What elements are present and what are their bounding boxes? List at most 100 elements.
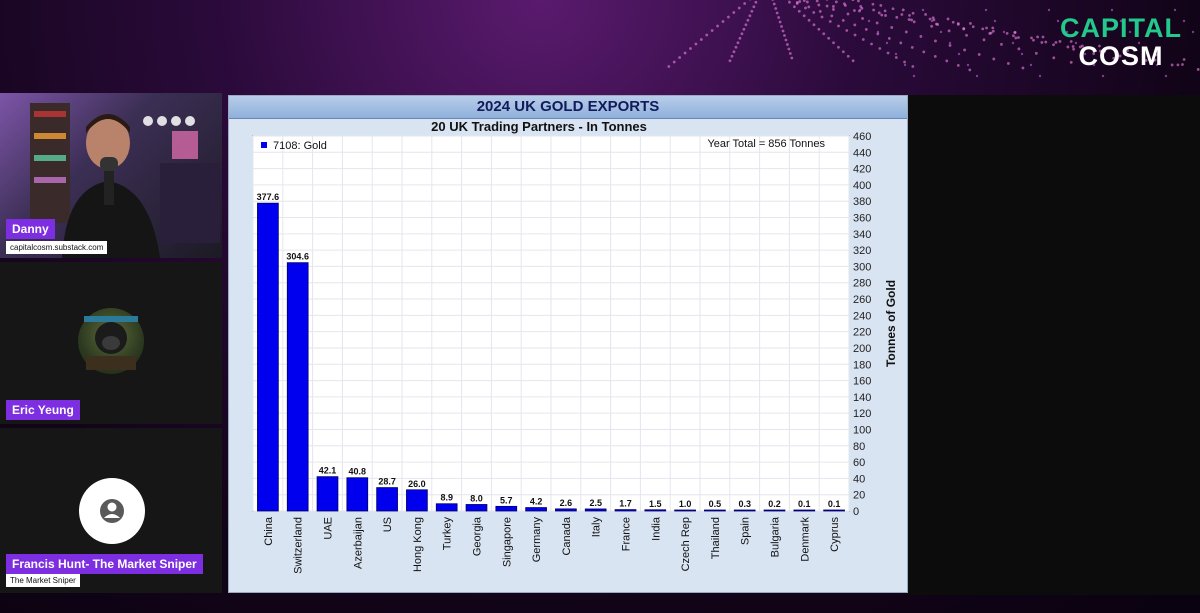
background-dot (1017, 36, 1020, 39)
background-dot (817, 27, 821, 31)
y-tick-label: 120 (853, 408, 871, 420)
background-dot (859, 4, 863, 8)
background-dot (971, 25, 975, 29)
background-dot (778, 20, 782, 24)
background-dot (935, 22, 938, 26)
x-tick-label: Cyprus (829, 517, 841, 552)
background-dot (716, 24, 719, 28)
data-label: 8.0 (470, 493, 483, 503)
y-tick-label: 400 (853, 180, 871, 192)
background-dot (982, 38, 986, 42)
y-tick-label: 160 (853, 376, 871, 388)
y-tick-label: 20 (853, 490, 865, 502)
background-dot (781, 29, 785, 33)
background-dot (798, 0, 802, 3)
background-dot (887, 37, 891, 40)
x-tick-label: India (650, 516, 662, 541)
background-dot (945, 59, 949, 63)
background-dot (908, 13, 911, 17)
background-dot (934, 39, 937, 43)
background-dot (861, 17, 864, 20)
y-tick-label: 180 (853, 359, 871, 371)
legend-label: 7108: Gold (273, 140, 327, 152)
background-dot (787, 47, 791, 51)
background-dot (792, 5, 796, 9)
background-dot (772, 2, 776, 6)
background-dot (930, 19, 934, 23)
x-tick-label: US (382, 517, 394, 532)
background-dot (783, 34, 786, 37)
background-dot (777, 16, 781, 19)
background-dot (921, 8, 925, 12)
y-tick-label: 380 (853, 196, 871, 208)
background-dot (911, 65, 915, 68)
background-dot (740, 32, 744, 36)
background-dot (742, 27, 746, 31)
background-dot (790, 56, 794, 60)
bar (286, 262, 309, 512)
y-tick-label: 140 (853, 392, 871, 404)
bar (316, 476, 339, 512)
bar (525, 507, 547, 512)
background-dot (1054, 40, 1058, 44)
background-dot (812, 11, 816, 14)
background-dot (1164, 74, 1168, 78)
background-dot (827, 36, 831, 40)
y-tick-label: 40 (853, 473, 865, 485)
background-dot (1052, 56, 1056, 60)
x-tick-label: France (621, 517, 633, 551)
data-label: 2.5 (589, 498, 602, 508)
background-dot (993, 19, 997, 23)
y-tick-label: 280 (853, 278, 871, 290)
background-dot (858, 8, 862, 12)
background-dot (807, 5, 811, 9)
background-dot (710, 29, 714, 32)
background-dot (963, 48, 967, 52)
background-dot (804, 6, 807, 10)
background-dot (867, 19, 871, 23)
background-dot (1056, 19, 1060, 23)
background-dot (807, 18, 811, 22)
background-dot (728, 59, 732, 63)
background-dot (988, 32, 992, 35)
background-dot (922, 50, 926, 54)
background-dot (788, 52, 792, 55)
background-dot (891, 7, 895, 11)
gorilla-avatar-icon (84, 316, 138, 370)
background-dot (815, 0, 819, 3)
background-dot (726, 15, 730, 19)
background-dot (985, 26, 988, 30)
background-dot (774, 7, 778, 10)
background-dot (1101, 74, 1105, 78)
background-dot (738, 36, 742, 40)
background-dot (1040, 41, 1044, 44)
background-dot (860, 6, 864, 10)
y-tick-label: 460 (853, 131, 871, 143)
background-dot (1013, 31, 1017, 34)
screen-share-empty-area (908, 95, 1200, 595)
background-dot (843, 4, 847, 7)
x-tick-label: Turkey (442, 517, 454, 551)
background-dot (737, 6, 741, 10)
background-dot (884, 14, 887, 17)
background-dot (991, 26, 995, 30)
background-dot (678, 56, 682, 59)
participant-tile-francis-hunt[interactable]: Francis Hunt- The Market Sniper The Mark… (0, 428, 222, 593)
y-tick-label: 100 (853, 424, 871, 436)
bar (346, 477, 369, 512)
participant-tile-danny[interactable]: Danny capitalcosm.substack.com (0, 93, 222, 258)
background-dot (883, 9, 887, 13)
background-dot (901, 8, 905, 12)
participant-tile-eric-yeung[interactable]: Eric Yeung (0, 262, 222, 424)
background-dot (912, 74, 916, 78)
background-dot (818, 10, 822, 13)
background-dot (931, 16, 935, 20)
bar (257, 202, 279, 512)
background-dot (912, 20, 916, 24)
participant-name-tag: Eric Yeung (6, 400, 80, 420)
data-label: 8.9 (440, 493, 453, 503)
background-dot (981, 27, 985, 31)
background-dot (843, 2, 846, 6)
participant-subtitle-tag: capitalcosm.substack.com (6, 241, 108, 254)
data-label: 40.8 (349, 467, 367, 477)
